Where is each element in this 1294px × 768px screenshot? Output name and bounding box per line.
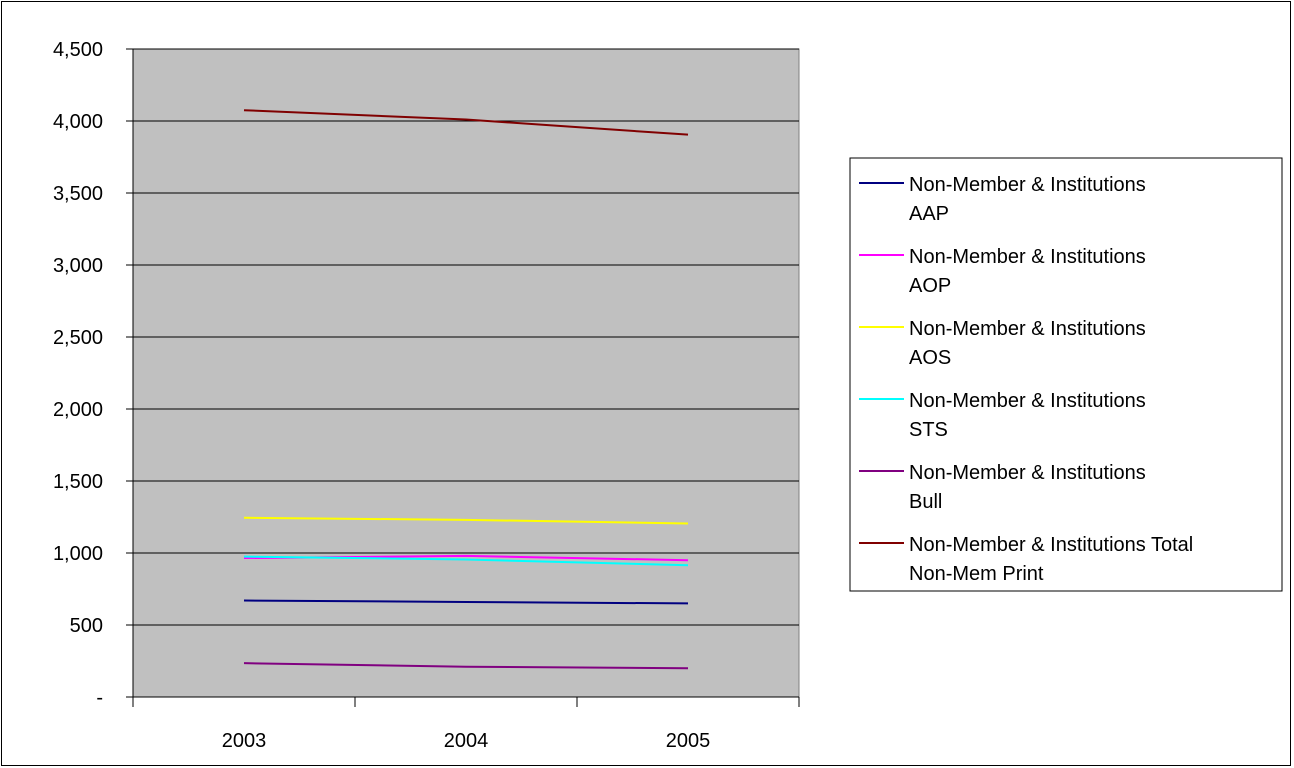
plot-background [132, 48, 800, 698]
x-tick-label: 2004 [444, 730, 489, 752]
legend-label: AOP [909, 275, 951, 297]
series-lines [243, 109, 689, 670]
y-tick-label: - [96, 687, 103, 709]
legend-label: AAP [909, 203, 949, 225]
series-line-1 [243, 599, 689, 605]
series-line-4 [243, 555, 689, 567]
series-line-5 [243, 662, 689, 670]
legend-box [849, 157, 1283, 592]
legend-label: Bull [909, 491, 942, 513]
y-tick-label: 4,000 [53, 111, 103, 133]
legend-label: STS [909, 419, 948, 441]
plot-area [132, 48, 800, 698]
y-tick-label: 1,000 [53, 543, 103, 565]
y-tick-label: 2,000 [53, 399, 103, 421]
y-tick-label: 1,500 [53, 471, 103, 493]
legend-label: AOS [909, 347, 951, 369]
legend-label: Non-Member & Institutions [909, 390, 1146, 412]
y-tick-label: 4,500 [53, 39, 103, 61]
legend-label: Non-Member & Institutions [909, 174, 1146, 196]
y-tick-label: 2,500 [53, 327, 103, 349]
y-tick-label: 500 [70, 615, 103, 637]
axes: - 500 1,000 1,500 2,000 2,500 3,000 3,500 4,000 4… [53, 39, 800, 752]
y-tick-label: 3,000 [53, 255, 103, 277]
y-tick-label: 3,500 [53, 183, 103, 205]
legend-label: Non-Mem Print [909, 563, 1044, 585]
legend-label: Non-Member & Institutions [909, 462, 1146, 484]
legend: Non-Member & Institutions AAP Non-Member &… [849, 157, 1283, 592]
x-tick-label: 2005 [666, 730, 711, 752]
legend-label: Non-Member & Institutions [909, 318, 1146, 340]
legend-label: Non-Member & Institutions [909, 246, 1146, 268]
x-tick-label: 2003 [222, 730, 267, 752]
series-line-3 [243, 516, 689, 525]
legend-label: Non-Member & Institutions Total [909, 534, 1193, 556]
gridlines [133, 48, 799, 626]
series-line-6 [243, 109, 689, 136]
